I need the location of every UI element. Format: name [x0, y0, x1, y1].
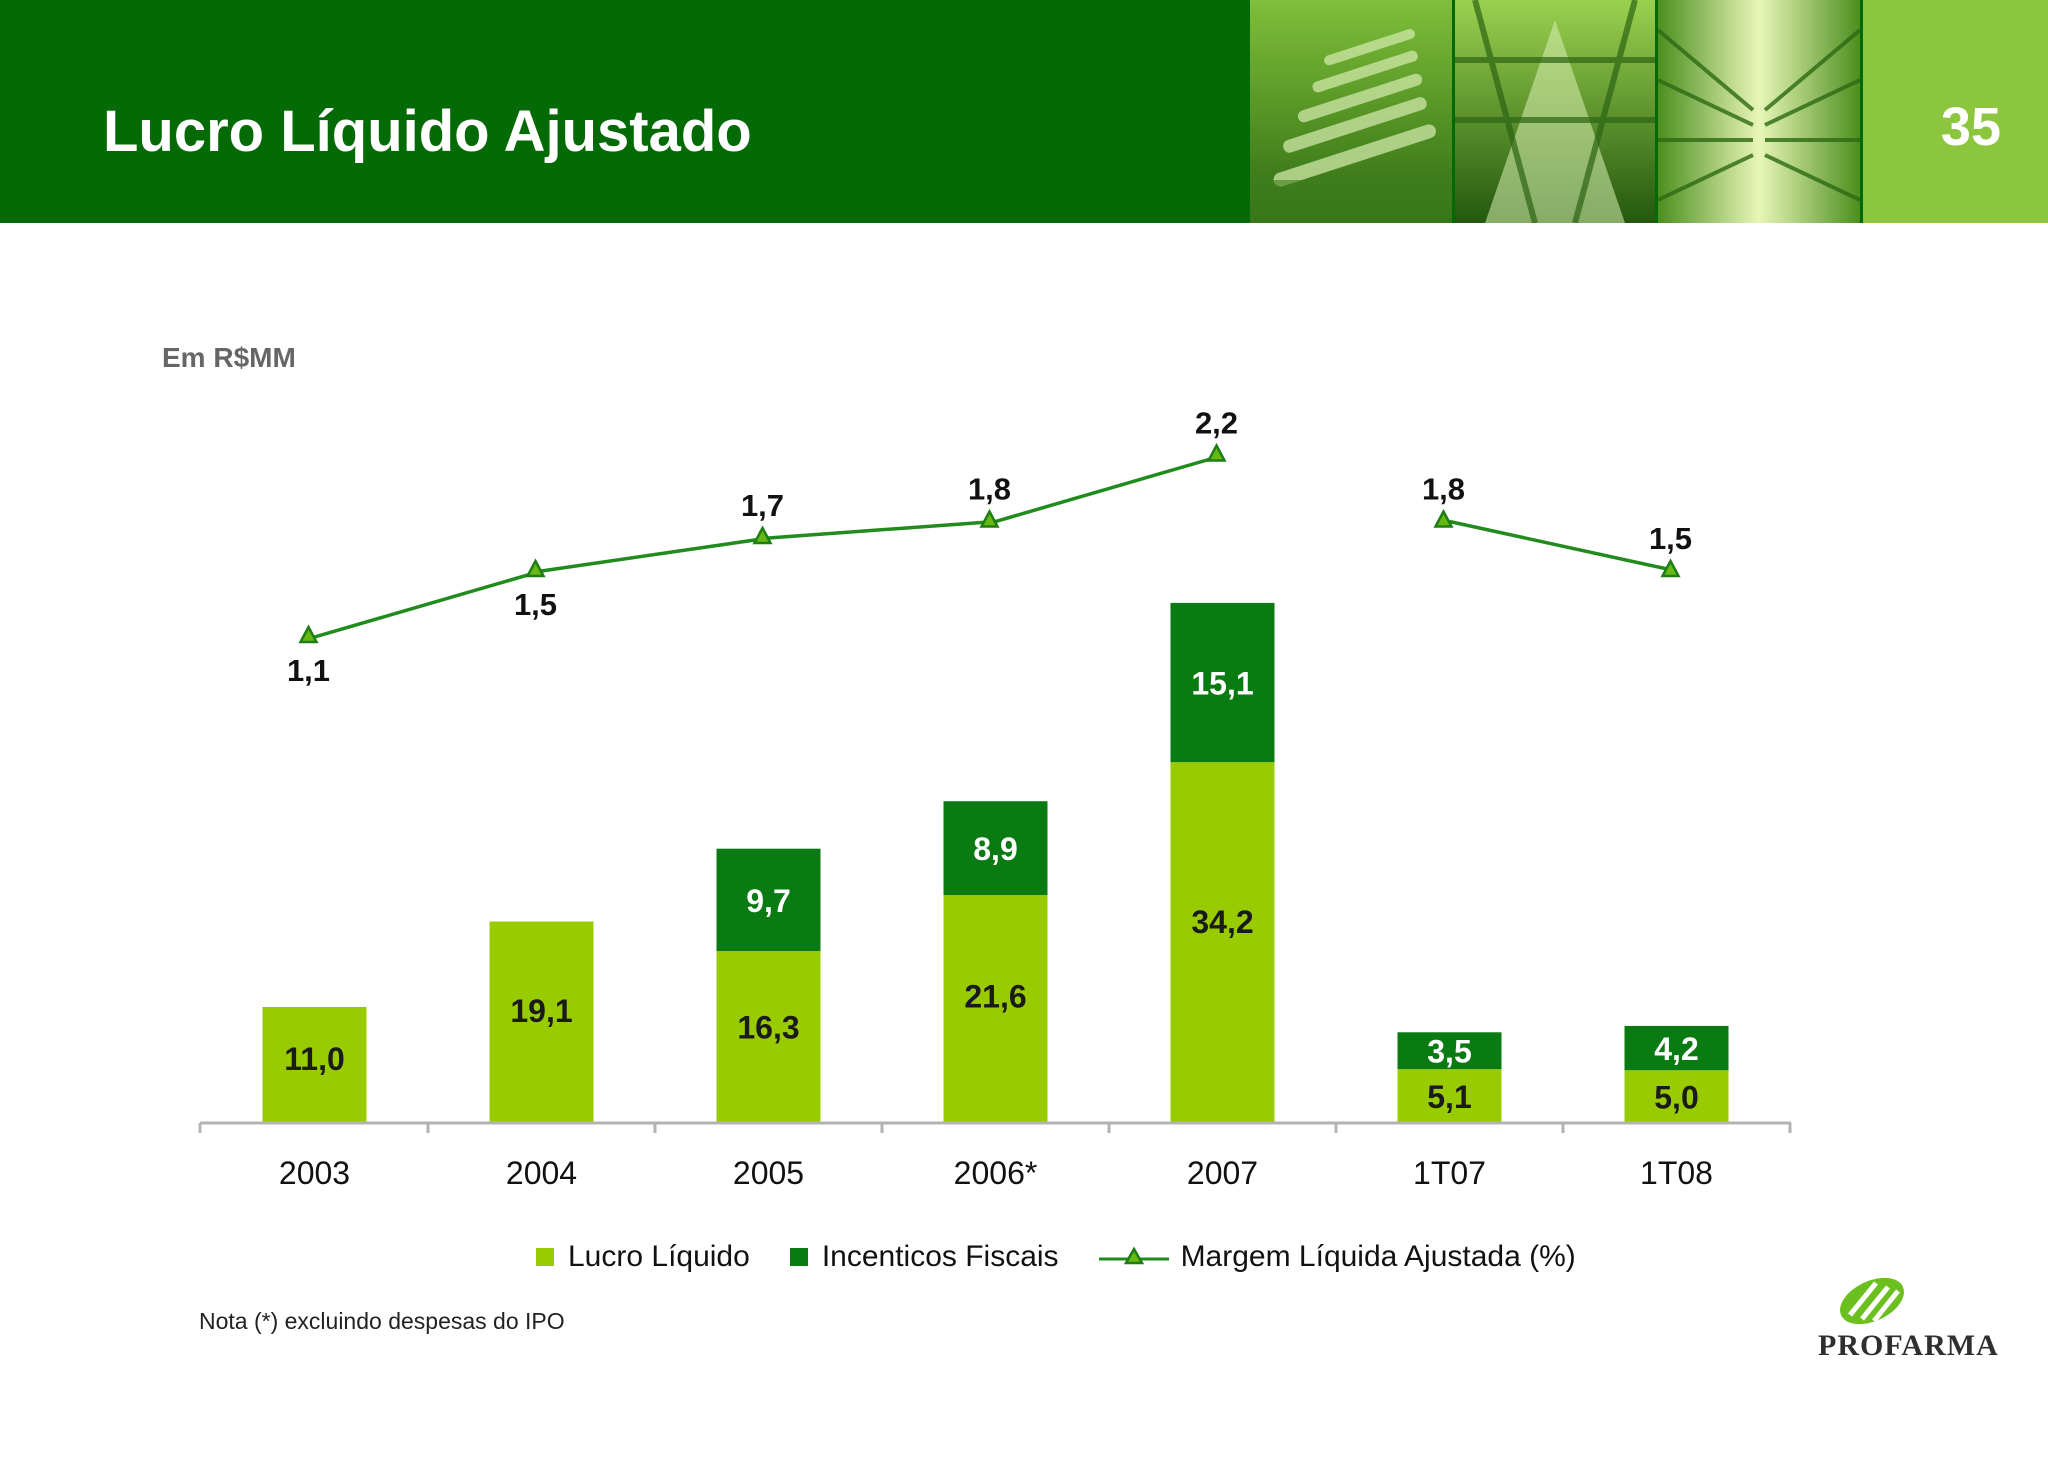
margin-label-5: 1,8 — [1422, 472, 1465, 507]
margin-marker-5 — [1433, 508, 1454, 528]
margin-label-3: 1,8 — [968, 472, 1011, 507]
bar-incentivos-4 — [1170, 602, 1275, 763]
bar-label-incentivos-3: 8,9 — [973, 831, 1017, 867]
page-number-box: 35 — [1863, 0, 2048, 223]
stacked-bar-chart: 11,0 2003 19,1 2004 16,3 9,7 2005 21,6 8,9 2006* 3… — [198, 406, 1792, 1191]
margin-marker-1 — [525, 558, 546, 578]
legend-label-incentivos: Incenticos Fiscais — [821, 1240, 1059, 1273]
x-tick-label-6: 1T08 — [1640, 1155, 1713, 1191]
page-title: Lucro Líquido Ajustado — [103, 99, 752, 164]
leaf-logo-icon — [1840, 1277, 1904, 1325]
bar-incentivos-2 — [716, 848, 821, 952]
bar-label-incentivos-4: 15,1 — [1191, 666, 1253, 702]
bar-lucro-0 — [262, 1006, 367, 1123]
margin-line-segment-1 — [1449, 519, 1677, 573]
bar-label-incentivos-6: 4,2 — [1654, 1031, 1698, 1067]
margin-label-4: 2,2 — [1195, 406, 1238, 441]
legend-swatch-lucro — [536, 1248, 554, 1266]
margin-label-0: 1,1 — [287, 653, 330, 688]
header-banner: Lucro Líquido Ajustado — [0, 0, 2048, 223]
unit-label: Em R$MM — [162, 342, 296, 373]
legend-item-incentivos: Incenticos Fiscais — [789, 1240, 1059, 1274]
x-tick-label-0: 2003 — [279, 1155, 350, 1191]
margin-marker-0 — [298, 624, 319, 644]
margin-label-2: 1,7 — [741, 488, 784, 523]
bar-label-lucro-3: 21,6 — [964, 978, 1026, 1014]
bar-incentivos-3 — [943, 801, 1048, 896]
margin-marker-2 — [752, 525, 773, 545]
bar-label-lucro-4: 34,2 — [1191, 904, 1253, 940]
bar-label-lucro-0: 11,0 — [284, 1041, 345, 1077]
profarma-logo: PROFARMA — [1810, 1275, 2010, 1365]
bar-lucro-6 — [1624, 1070, 1729, 1123]
x-tick-label-5: 1T07 — [1413, 1155, 1486, 1191]
warehouse-shelves-photo — [1658, 0, 1860, 223]
page-number: 35 — [1940, 97, 2001, 157]
margin-line-segment-0 — [314, 453, 1223, 639]
bar-lucro-2 — [716, 951, 821, 1123]
margin-marker-6 — [1660, 558, 1681, 578]
margin-marker-4 — [1206, 442, 1227, 462]
bar-label-lucro-5: 5,1 — [1427, 1079, 1471, 1115]
legend-item-lucro: Lucro Líquido — [536, 1240, 750, 1274]
legend-label-margem: Margem Líquida Ajustada (%) — [1180, 1240, 1576, 1273]
bar-lucro-1 — [489, 921, 594, 1123]
bar-label-incentivos-2: 9,7 — [746, 883, 790, 919]
margin-marker-3 — [979, 508, 1000, 528]
legend-swatch-incentivos — [789, 1248, 808, 1266]
x-tick-label-2: 2005 — [733, 1155, 804, 1191]
bar-label-lucro-2: 16,3 — [737, 1010, 799, 1046]
bar-label-lucro-6: 5,0 — [1654, 1080, 1698, 1116]
x-tick-label-1: 2004 — [506, 1155, 577, 1191]
bar-lucro-4 — [1170, 762, 1275, 1123]
margin-label-6: 1,5 — [1649, 521, 1692, 556]
logo-wordmark: PROFARMA — [1818, 1329, 1999, 1362]
legend-line-marker — [1098, 1246, 1169, 1265]
x-tick-label-4: 2007 — [1187, 1155, 1258, 1191]
warehouse-aisle-photo — [1455, 0, 1655, 223]
bar-incentivos-6 — [1624, 1025, 1729, 1071]
x-tick-label-3: 2006* — [954, 1155, 1038, 1191]
footnote: Nota (*) excluindo despesas do IPO — [199, 1308, 565, 1334]
bar-label-incentivos-5: 3,5 — [1427, 1034, 1471, 1070]
conveyor-photo — [1250, 0, 1452, 223]
chart-legend: Lucro Líquido Incenticos Fiscais Margem … — [536, 1237, 1616, 1277]
bar-incentivos-5 — [1397, 1032, 1502, 1070]
bar-lucro-5 — [1397, 1069, 1502, 1123]
margin-label-1: 1,5 — [514, 587, 557, 622]
legend-item-margem: Margem Líquida Ajustada (%) — [1098, 1240, 1576, 1274]
bar-label-lucro-1: 19,1 — [510, 993, 572, 1029]
bar-lucro-3 — [943, 895, 1048, 1123]
legend-label-lucro: Lucro Líquido — [568, 1240, 750, 1273]
